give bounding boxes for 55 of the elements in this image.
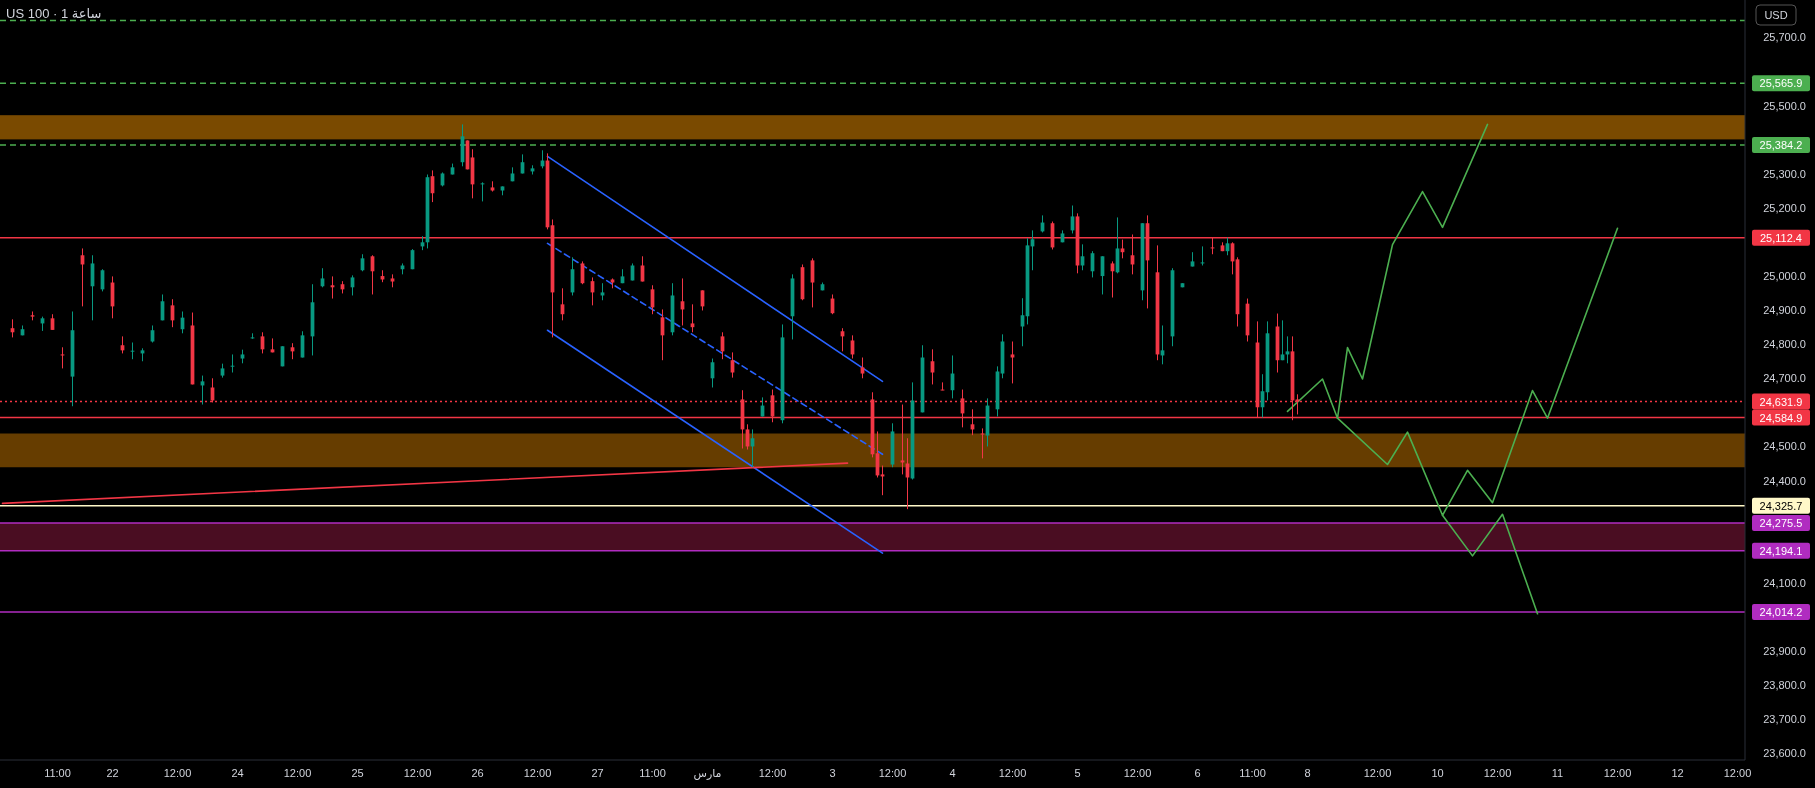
ref-line-label: 24,014.2	[1759, 606, 1803, 619]
ref-line-label: 24,275.5	[1759, 516, 1803, 529]
x-tick-label: 12:00	[878, 767, 907, 779]
x-tick-label: 12:00	[283, 767, 312, 779]
y-tick-label: 23,900.0	[1763, 644, 1806, 657]
x-tick-label: 12:00	[523, 767, 552, 779]
x-tick-label: 11:00	[1239, 767, 1266, 779]
ref-line-label: 25,384.2	[1759, 139, 1803, 152]
y-tick-label: 25,000.0	[1763, 270, 1806, 283]
ref-line-label: 24,631.9	[1759, 395, 1803, 408]
y-tick-label: 24,500.0	[1763, 440, 1806, 453]
x-tick-label: 22	[106, 767, 119, 779]
y-tick-label: 24,400.0	[1763, 474, 1806, 487]
x-tick-label: 12	[1671, 767, 1684, 779]
x-tick-label: 4	[949, 767, 956, 779]
text: US 100 · 1 ساعة	[6, 6, 102, 21]
ref-line-label: 24,584.9	[1759, 411, 1803, 424]
x-tick-label: 26	[471, 767, 484, 779]
ref-line-label: 25,565.9	[1759, 77, 1803, 90]
x-tick-label: 11:00	[639, 767, 666, 779]
y-tick-label: 24,700.0	[1763, 372, 1806, 385]
y-tick-label: 23,800.0	[1763, 679, 1806, 692]
x-tick-label: 3	[829, 767, 836, 779]
ref-line-label: 25,112.4	[1759, 231, 1803, 244]
x-tick-label: 25	[351, 767, 364, 779]
x-tick-label: 12:00	[1363, 767, 1392, 779]
y-tick-label: 23,700.0	[1763, 713, 1806, 726]
text: USD	[1764, 9, 1788, 21]
y-tick-label: 25,200.0	[1763, 201, 1806, 214]
x-tick-label: 5	[1074, 767, 1081, 779]
x-tick-label: 12:00	[998, 767, 1027, 779]
x-tick-label: 24	[231, 767, 244, 779]
y-tick-label: 24,800.0	[1763, 338, 1806, 351]
y-tick-label: 23,600.0	[1763, 747, 1806, 760]
x-tick-label: 12:00	[1483, 767, 1512, 779]
x-tick-label: 12:00	[1603, 767, 1632, 779]
x-tick-label: 27	[591, 767, 604, 779]
x-tick-label: 8	[1304, 767, 1311, 779]
ref-line-label: 24,194.1	[1759, 544, 1803, 557]
x-tick-label: 11:00	[44, 767, 71, 779]
y-tick-label: 24,900.0	[1763, 304, 1806, 317]
y-tick-label: 25,700.0	[1763, 31, 1806, 44]
x-tick-label: 12:00	[403, 767, 432, 779]
y-tick-label: 25,300.0	[1763, 167, 1806, 180]
ref-line-label: 24,325.7	[1759, 499, 1803, 512]
x-tick-label: 12:00	[758, 767, 787, 779]
x-tick-label: 12:00	[1723, 767, 1752, 779]
x-tick-label: مارس	[693, 767, 722, 780]
y-tick-label: 24,100.0	[1763, 576, 1806, 589]
x-tick-label: 12:00	[1123, 767, 1152, 779]
x-tick-label: 10	[1431, 767, 1444, 779]
x-tick-label: 12:00	[163, 767, 192, 779]
y-tick-label: 25,500.0	[1763, 99, 1806, 112]
x-tick-label: 11	[1551, 767, 1564, 779]
x-tick-label: 6	[1194, 767, 1201, 779]
